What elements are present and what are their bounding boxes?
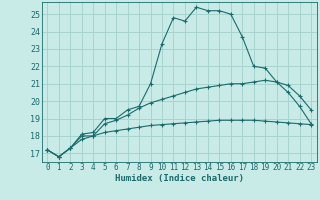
X-axis label: Humidex (Indice chaleur): Humidex (Indice chaleur)	[115, 174, 244, 183]
